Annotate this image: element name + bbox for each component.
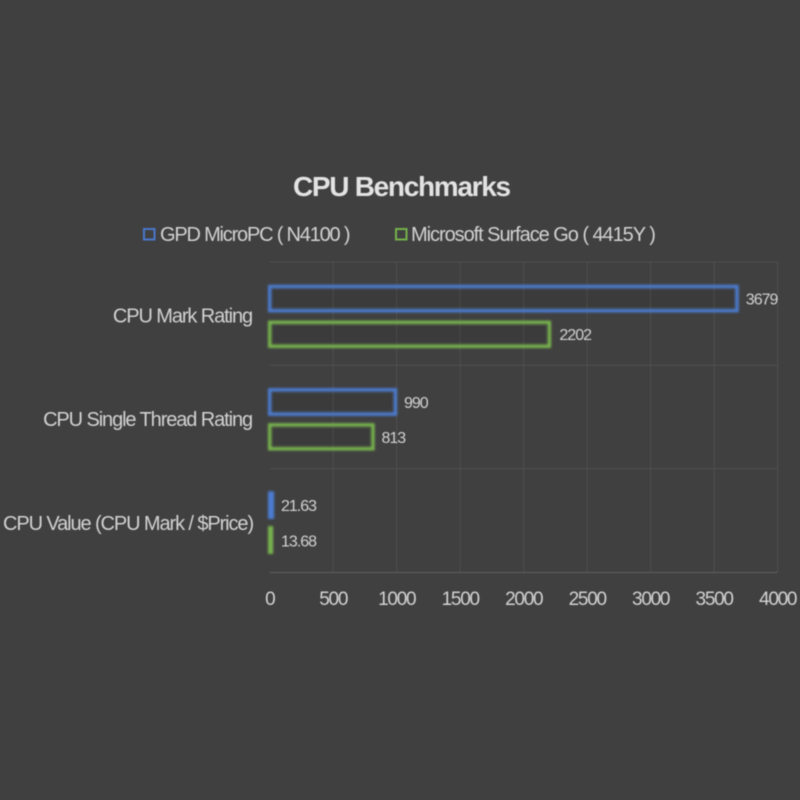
svg-text:3679: 3679 xyxy=(746,292,779,309)
svg-text:13.68: 13.68 xyxy=(281,534,317,551)
svg-text:500: 500 xyxy=(319,589,348,610)
svg-text:2500: 2500 xyxy=(569,589,607,610)
svg-text:CPU Benchmarks: CPU Benchmarks xyxy=(293,171,511,202)
svg-text:1000: 1000 xyxy=(378,589,416,610)
svg-text:1500: 1500 xyxy=(442,589,480,610)
svg-text:3000: 3000 xyxy=(632,589,670,610)
svg-text:813: 813 xyxy=(382,430,407,447)
svg-text:2202: 2202 xyxy=(559,327,592,344)
svg-text:CPU Value (CPU Mark / $Price): CPU Value (CPU Mark / $Price) xyxy=(3,513,253,535)
svg-text:3500: 3500 xyxy=(696,589,734,610)
svg-text:21.63: 21.63 xyxy=(281,498,317,515)
svg-text:CPU Single Thread Rating: CPU Single Thread Rating xyxy=(43,409,252,431)
svg-text:CPU Mark Rating: CPU Mark Rating xyxy=(113,306,252,328)
svg-text:990: 990 xyxy=(404,395,429,412)
svg-text:0: 0 xyxy=(265,589,275,610)
svg-text:4000: 4000 xyxy=(759,589,797,610)
svg-text:2000: 2000 xyxy=(505,589,543,610)
svg-text:Microsoft Surface Go ( 4415Y ): Microsoft Surface Go ( 4415Y ) xyxy=(411,224,655,246)
svg-text:GPD MicroPC ( N4100 ): GPD MicroPC ( N4100 ) xyxy=(160,224,350,246)
